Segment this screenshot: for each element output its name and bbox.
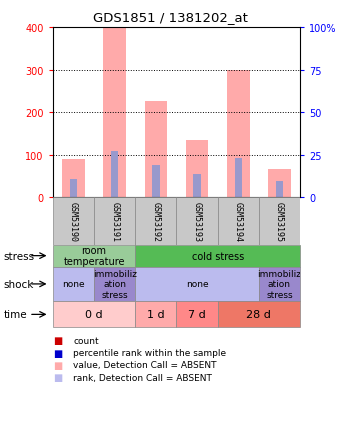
Text: ■: ■ xyxy=(53,348,62,358)
Text: GSM53192: GSM53192 xyxy=(151,201,160,241)
Bar xyxy=(268,170,291,197)
Bar xyxy=(152,166,160,197)
Text: GSM53195: GSM53195 xyxy=(275,201,284,241)
Text: shock: shock xyxy=(3,279,34,289)
Bar xyxy=(53,245,135,267)
Text: GSM53191: GSM53191 xyxy=(110,201,119,241)
Bar xyxy=(135,245,300,267)
Bar xyxy=(111,152,118,197)
Bar xyxy=(53,302,135,328)
Text: stress: stress xyxy=(3,251,34,261)
Bar xyxy=(135,267,259,302)
Bar xyxy=(135,197,177,245)
Text: 0 d: 0 d xyxy=(85,310,103,319)
Text: count: count xyxy=(73,336,99,345)
Text: GDS1851 / 1381202_at: GDS1851 / 1381202_at xyxy=(93,11,248,24)
Text: GSM53193: GSM53193 xyxy=(193,201,202,241)
Bar xyxy=(218,197,259,245)
Bar xyxy=(227,70,250,197)
Text: value, Detection Call = ABSENT: value, Detection Call = ABSENT xyxy=(73,361,217,369)
Bar xyxy=(235,158,242,197)
Text: GSM53190: GSM53190 xyxy=(69,201,78,241)
Bar xyxy=(70,180,77,197)
Text: room
temperature: room temperature xyxy=(63,245,125,267)
Bar xyxy=(145,102,167,197)
Text: none: none xyxy=(62,280,85,289)
Text: 1 d: 1 d xyxy=(147,310,165,319)
Bar xyxy=(53,197,94,245)
Bar xyxy=(103,28,126,197)
Text: 7 d: 7 d xyxy=(188,310,206,319)
Bar xyxy=(276,181,283,197)
Text: cold stress: cold stress xyxy=(192,251,244,261)
Text: ■: ■ xyxy=(53,360,62,370)
Text: percentile rank within the sample: percentile rank within the sample xyxy=(73,349,226,357)
Bar xyxy=(259,197,300,245)
Bar xyxy=(193,174,201,197)
Bar xyxy=(177,302,218,328)
Text: rank, Detection Call = ABSENT: rank, Detection Call = ABSENT xyxy=(73,373,212,381)
Text: time: time xyxy=(3,310,27,319)
Bar xyxy=(177,197,218,245)
Bar xyxy=(94,197,135,245)
Bar xyxy=(259,267,300,302)
Bar xyxy=(218,302,300,328)
Text: immobiliz
ation
stress: immobiliz ation stress xyxy=(257,270,301,299)
Text: 28 d: 28 d xyxy=(247,310,271,319)
Bar xyxy=(94,267,135,302)
Bar xyxy=(135,302,177,328)
Text: GSM53194: GSM53194 xyxy=(234,201,243,241)
Bar xyxy=(53,267,94,302)
Bar xyxy=(186,140,208,197)
Text: ■: ■ xyxy=(53,372,62,382)
Text: ■: ■ xyxy=(53,336,62,345)
Bar xyxy=(62,159,85,197)
Text: none: none xyxy=(186,280,208,289)
Text: immobiliz
ation
stress: immobiliz ation stress xyxy=(93,270,137,299)
